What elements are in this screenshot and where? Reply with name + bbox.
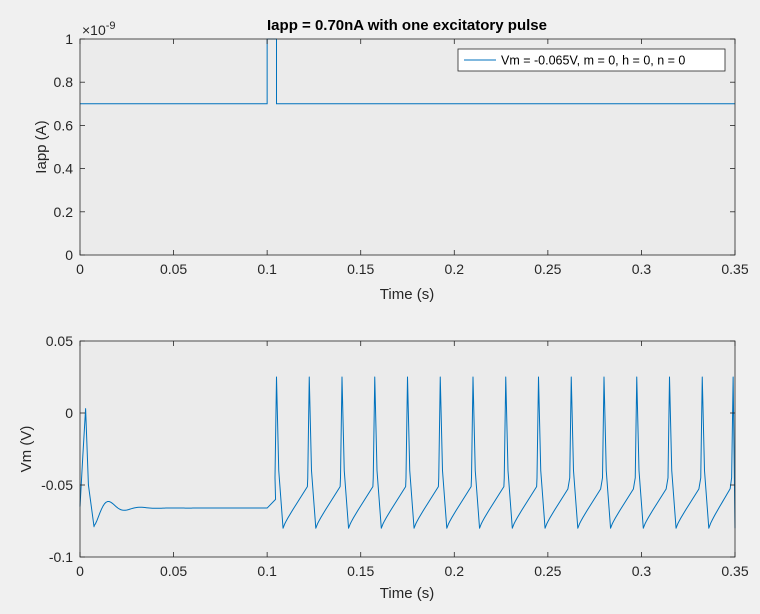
bottom-x-tick-label: 0.2 (445, 563, 465, 579)
top-x-axis-label: Time (s) (380, 286, 434, 303)
top-x-tick-label: 0.35 (721, 261, 748, 277)
bottom-x-ticks: 0 0.05 0.1 0.15 0.2 0.25 0.3 0.35 (76, 341, 749, 579)
top-y-tick-label: 0.8 (54, 74, 74, 90)
bottom-plot-area (80, 341, 735, 557)
bottom-x-tick-label: 0.05 (160, 563, 187, 579)
bottom-x-axis-label: Time (s) (380, 585, 434, 602)
legend: Vm = -0.065V, m = 0, h = 0, n = 0 (457, 48, 726, 72)
bottom-y-tick-label: -0.1 (49, 549, 73, 565)
top-y-tick-label: 1 (65, 31, 73, 47)
bottom-axes-box (79, 340, 736, 558)
top-y-tick-label: 0.6 (54, 117, 74, 133)
top-plot-area (80, 39, 735, 255)
y-exponent-power: -9 (106, 20, 116, 32)
bottom-y-ticks: -0.1 -0.05 0 0.05 (41, 333, 735, 565)
bottom-x-tick-label: 0 (76, 563, 84, 579)
chart-title: Iapp = 0.70nA with one excitatory pulse (267, 17, 547, 34)
top-axes-box (79, 38, 736, 256)
top-y-tick-label: 0 (65, 247, 73, 263)
top-x-tick-label: 0 (76, 261, 84, 277)
legend-box (457, 48, 726, 72)
y-exponent-multiplier: ×10-9 (82, 20, 116, 38)
y-exponent-base: ×10 (82, 22, 106, 38)
top-x-tick-label: 0.3 (632, 261, 652, 277)
bottom-x-tick-label: 0.1 (257, 563, 277, 579)
bottom-y-tick-label: 0.05 (46, 333, 73, 349)
bottom-axes: 0 0.05 0.1 0.15 0.2 0.25 0.3 0.35 -0.1 -0.05 0 0.0… (18, 333, 749, 602)
top-x-tick-label: 0.1 (257, 261, 277, 277)
bottom-x-tick-label: 0.25 (534, 563, 561, 579)
top-y-axis-label: Iapp (A) (33, 120, 50, 173)
top-y-tick-label: 0.2 (54, 204, 74, 220)
top-y-tick-label: 0.4 (54, 161, 74, 177)
bottom-y-tick-label: -0.05 (41, 477, 73, 493)
bottom-y-axis-label: Vm (V) (18, 426, 35, 473)
bottom-plot-lines (79, 376, 736, 529)
bottom-x-tick-label: 0.15 (347, 563, 374, 579)
bottom-x-tick-label: 0.35 (721, 563, 748, 579)
bottom-y-tick-label: 0 (65, 405, 73, 421)
top-x-tick-label: 0.15 (347, 261, 374, 277)
top-y-ticks: 0 0.2 0.4 0.6 0.8 1 (54, 31, 735, 263)
vm-trace-line (79, 376, 736, 529)
legend-entry: Vm = -0.065V, m = 0, h = 0, n = 0 (501, 54, 685, 68)
top-x-tick-label: 0.2 (445, 261, 465, 277)
top-x-tick-label: 0.05 (160, 261, 187, 277)
top-x-tick-label: 0.25 (534, 261, 561, 277)
top-axes: 0 0.05 0.1 0.15 0.2 0.25 0.3 0.35 0 0.2 0.4 0.6 0.8… (33, 17, 749, 303)
top-x-ticks: 0 0.05 0.1 0.15 0.2 0.25 0.3 0.35 (76, 39, 749, 277)
bottom-x-tick-label: 0.3 (632, 563, 652, 579)
